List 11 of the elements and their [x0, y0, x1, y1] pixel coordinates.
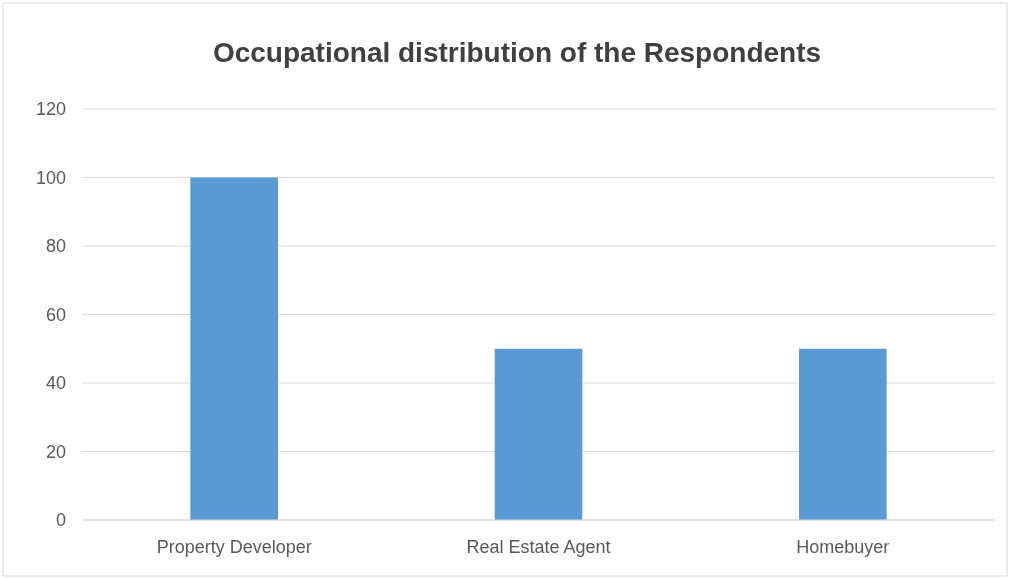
x-tick-label: Real Estate Agent — [466, 536, 611, 557]
chart-title: Occupational distribution of the Respondents — [212, 37, 822, 68]
y-tick-label: 0 — [55, 510, 66, 531]
y-tick-label: 100 — [35, 167, 66, 188]
y-tick-label: 80 — [45, 236, 66, 257]
x-tick-label: Homebuyer — [796, 536, 890, 557]
y-tick-label: 20 — [45, 441, 66, 462]
y-tick-label: 60 — [45, 304, 66, 325]
y-tick-label: 120 — [35, 99, 66, 120]
y-tick-label: 40 — [45, 373, 66, 394]
x-tick-label: Property Developer — [156, 536, 312, 557]
